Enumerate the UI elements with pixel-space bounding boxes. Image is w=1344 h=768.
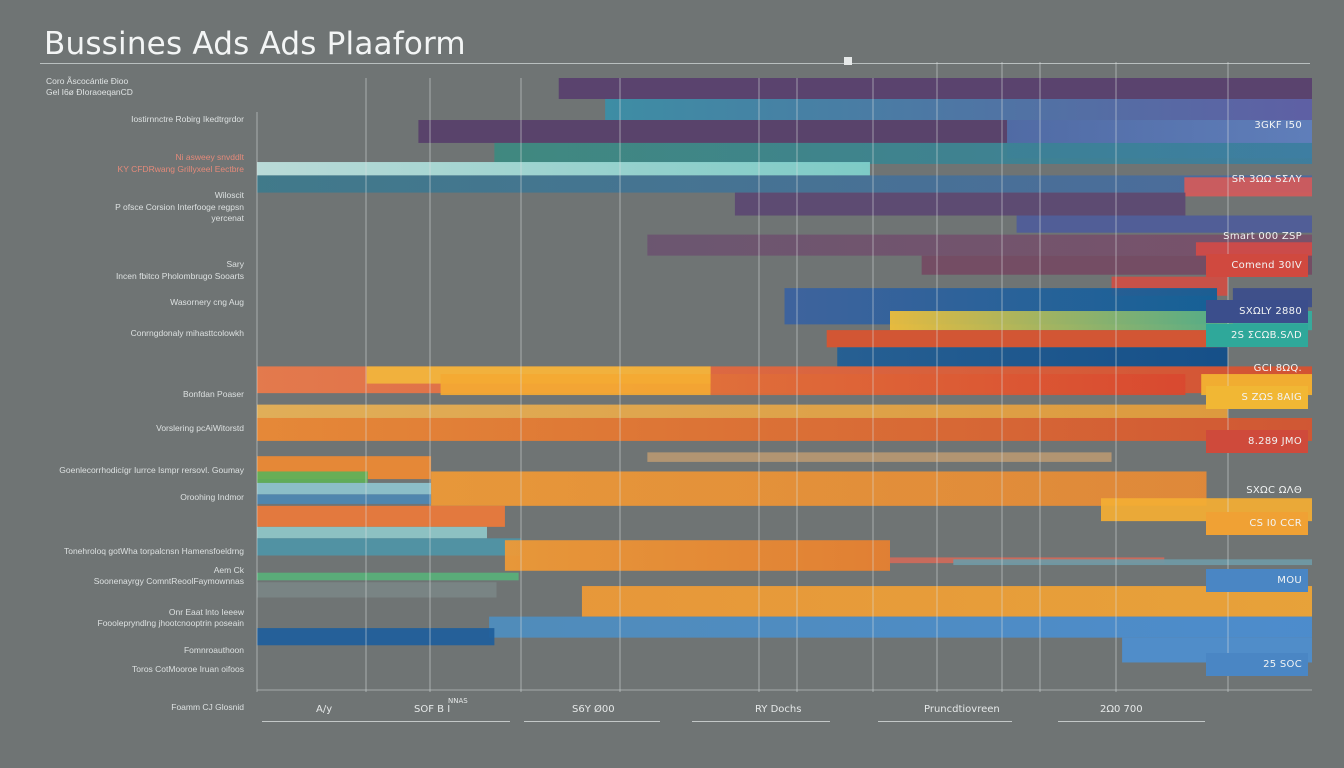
bar: [1016, 215, 1312, 233]
value-label: SR 3ΩΩ SΣΛΥ: [1231, 173, 1302, 185]
bar: [647, 452, 1112, 462]
bar: [257, 628, 495, 646]
bar: [953, 559, 1312, 566]
bar: [734, 192, 1186, 216]
value-label: GCI 8ΩQ.: [1253, 362, 1302, 374]
row-label: Incen fbitco Pholombrugo Sooarts: [115, 270, 244, 281]
row-label: Toros CotMooroe Iruan oifoos: [132, 664, 244, 675]
value-label: 2S ΣCΩB.SΛD: [1206, 324, 1308, 348]
x-tick-underline: [524, 721, 660, 722]
row-label: P ofsce Corsion Interfooge regpsn: [115, 201, 244, 212]
row-label: Sary: [226, 259, 244, 270]
bar: [558, 78, 1312, 100]
bar: [257, 404, 1228, 418]
x-tick-label: Pruncdtiovreen: [924, 704, 1000, 715]
bar: [257, 471, 368, 483]
bar: [494, 142, 1312, 164]
row-label: KY CFDRwang Grillyxeel Eectbre: [117, 163, 244, 174]
x-tick-label: 2Ω0 700: [1100, 704, 1143, 715]
row-label: Fomnroauthoon: [183, 644, 244, 655]
x-tick-label: A/y: [316, 704, 333, 715]
subtitle-line: Coro Ãscocántie Ðioo: [46, 76, 129, 86]
x-tick-label: S6Y Ø00: [572, 704, 615, 715]
row-label: Ni asweey snvddlt: [175, 152, 244, 163]
bar: [440, 374, 711, 396]
bar: [257, 175, 1312, 193]
bar: [418, 120, 1008, 143]
row-label: Soonenayrgy ComntReoolFaymownnas: [93, 576, 244, 587]
row-label: Onr Eaat lnto Ieeew: [168, 606, 244, 617]
bar: [605, 99, 1312, 121]
subtitle-line: Gel I6ø ÐIoraoeqanCD: [46, 87, 133, 97]
page-title: Bussines Ads Ads Plaaform: [44, 26, 466, 62]
value-label: S ZΩS 8AIG: [1206, 385, 1308, 409]
bar: [257, 572, 519, 581]
bar: [710, 374, 1186, 396]
row-label: Wiloscit: [214, 190, 244, 201]
bar: [431, 471, 1207, 506]
x-tick-underline: [262, 721, 510, 722]
grid-layer: [256, 62, 1312, 692]
bar: [826, 330, 1218, 348]
value-label: SXΩC ΩΛΘ: [1246, 485, 1302, 497]
bar: [837, 347, 1228, 367]
value-label: SXΩLY 2880: [1206, 299, 1308, 323]
range-slider-handle[interactable]: [844, 57, 852, 65]
bar: [504, 540, 890, 571]
x-tick-underline: [692, 721, 830, 722]
bar: [489, 616, 1313, 638]
bar: [257, 505, 505, 527]
row-label: Bonfdan Poaser: [183, 389, 244, 400]
x-tick-note: NNAS: [448, 697, 468, 705]
bars-layer: [257, 78, 1313, 663]
chart-subtitle: Coro Ãscocántie Ðioo Gel I6ø ÐIoraoeqanC…: [46, 76, 133, 98]
row-label: Iostirnnctre Robirg Ikedtrgrdor: [131, 114, 244, 124]
row-label: Tonehroloq gotWha torpalcnsn Hamensfoeld…: [63, 545, 244, 556]
row-label: Vorslering pcAiWitorstd: [156, 423, 244, 434]
row-label: Goenlecorrhodicígr Iurrce Ismpr rersovl.…: [59, 465, 244, 476]
bar: [257, 582, 497, 598]
row-label: yercenat: [211, 213, 244, 224]
row-label: Oroohing Indmor: [180, 492, 244, 503]
bar: [1184, 177, 1312, 197]
row-label: Aem Ck: [213, 564, 244, 575]
value-label: 25 SOC: [1206, 653, 1308, 676]
row-label: Conrngdonaly mihasttcolowkh: [130, 327, 244, 338]
bar: [257, 526, 487, 539]
row-label: Wasornery cng Aug: [170, 297, 244, 308]
bar: [257, 162, 870, 176]
value-label: 8.289 JMO: [1206, 429, 1308, 453]
bar: [257, 482, 432, 495]
value-label: Comend 30IV: [1206, 253, 1308, 277]
bar: [647, 234, 1312, 256]
bar: [581, 586, 1312, 617]
x-tick-label: SOF B I: [414, 704, 451, 715]
title-divider: [40, 63, 1310, 64]
bar: [257, 494, 432, 504]
value-label: CS I0 CCR: [1206, 511, 1308, 535]
bar: [257, 538, 521, 556]
row-label: Fooolepryndlng jhootcnooptrin poseain: [97, 618, 245, 629]
x-tick-underline: [1058, 721, 1205, 722]
value-label: Smart 000 ZSP: [1223, 231, 1302, 243]
value-label: MOU: [1206, 568, 1308, 592]
row-label: Foamm CJ Glosnid: [171, 702, 244, 713]
value-label: 3GKF I50: [1254, 120, 1302, 132]
x-tick-underline: [878, 721, 1012, 722]
x-tick-label: RY Dochs: [755, 704, 802, 715]
bar: [257, 417, 1312, 441]
